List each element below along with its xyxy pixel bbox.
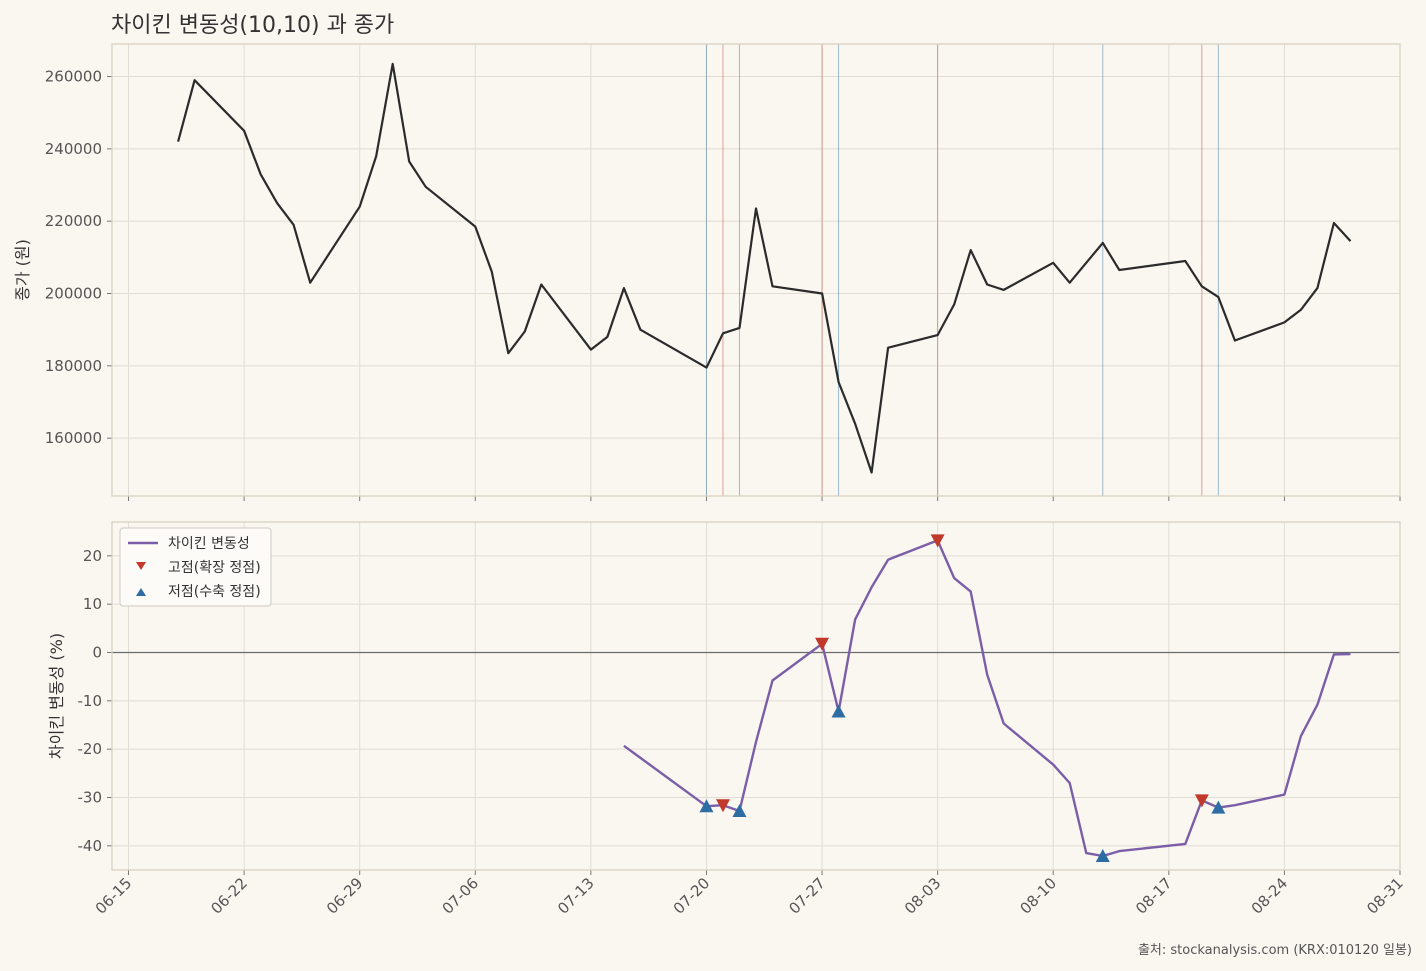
y-tick-label: -10 [78,692,103,710]
trough-marker [831,704,846,718]
legend-entry: 차이킨 변동성 [168,536,250,552]
x-tick-label: 06-15 [92,874,136,918]
peak-marker [815,637,830,651]
y-axis-label: 차이킨 변동성 (%) [47,633,66,759]
plot-area [112,44,1400,496]
x-tick-label: 07-13 [554,874,598,918]
y-tick-label: 160000 [45,429,102,447]
plot-frame [111,521,1401,871]
x-tick-label: 08-17 [1132,874,1176,918]
y-tick-label: 20 [83,547,102,565]
x-tick-label: 08-10 [1017,874,1061,918]
legend-frame [119,527,272,607]
legend-entry: 고점(확장 정점) [168,560,261,576]
x-tick-label: 08-31 [1363,874,1407,918]
x-tick-label: 07-27 [785,874,829,918]
chart-title: 차이킨 변동성(10,10) 과 종가 [111,13,394,38]
price-line [177,62,1352,474]
peak-marker [930,534,945,548]
y-tick-label: 0 [92,644,102,662]
y-axis-label: 종가 (원) [13,239,32,301]
source-note: 출처: stockanalysis.com (KRX:010120 일봉) [1138,943,1412,958]
y-tick-label: 240000 [45,140,102,158]
trough-marker [699,799,714,813]
y-tick-label: 10 [83,595,102,613]
x-tick-label: 07-20 [670,874,714,918]
y-tick-label: -20 [78,740,103,758]
peak-marker [1194,794,1209,808]
legend-entry: 저점(수축 정점) [168,584,261,600]
trough-marker [732,804,747,818]
volatility-line [623,539,1351,858]
plot-area [112,522,1400,870]
x-tick-label: 06-29 [323,874,367,918]
legend-swatch-peak [136,562,146,570]
y-tick-label: 260000 [45,68,102,86]
y-tick-label: 220000 [45,212,102,230]
y-tick-label: -30 [78,789,103,807]
trough-marker [1095,848,1110,862]
legend-swatch-trough [136,588,146,596]
y-tick-label: -40 [78,837,103,855]
x-tick-label: 06-22 [207,874,251,918]
x-tick-label: 08-24 [1248,874,1292,918]
price-panel: 160000 180000 200000 220000 240000 260000 종가 (… [13,43,1401,501]
trough-marker [1211,800,1226,814]
x-tick-label: 07-06 [439,874,483,918]
volatility-panel: -40 -30 -20 -10 0 10 20 차이킨 변동성 (%) 06-15 06-22 06… [47,521,1407,918]
x-tick-label: 08-03 [901,874,945,918]
peak-marker [715,799,730,813]
y-tick-label: 180000 [45,357,102,375]
plot-frame [111,43,1401,497]
y-tick-label: 200000 [45,285,102,303]
